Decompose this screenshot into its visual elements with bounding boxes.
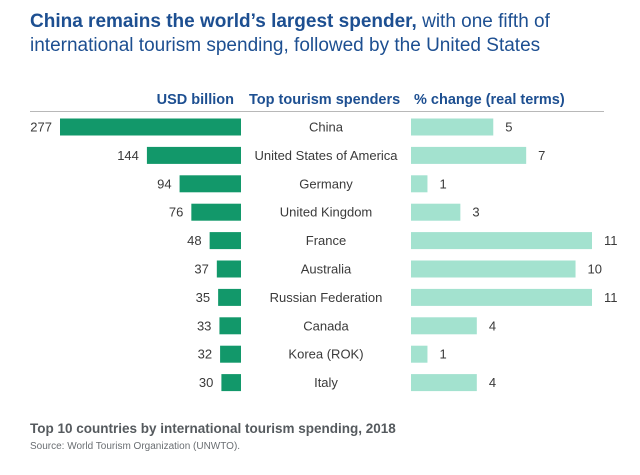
- change-value-label: 10: [588, 262, 602, 277]
- spending-bar: [216, 260, 241, 278]
- spending-value-label: 144: [117, 148, 139, 163]
- spending-value-label: 32: [198, 347, 212, 362]
- change-value-label: 11: [604, 233, 618, 248]
- spending-bar: [146, 146, 241, 164]
- header-divider: [30, 111, 604, 112]
- spending-value-label: 277: [30, 120, 52, 135]
- country-label: Korea (ROK): [288, 347, 363, 362]
- spending-value-label: 35: [196, 290, 210, 305]
- change-value-label: 3: [472, 205, 479, 220]
- spending-value-label: 94: [157, 176, 171, 191]
- change-bar: [411, 345, 428, 363]
- spending-bar: [209, 232, 241, 250]
- chart-caption: Top 10 countries by international touris…: [30, 421, 396, 436]
- spending-bar: [220, 345, 241, 363]
- country-label: Russian Federation: [270, 290, 383, 305]
- change-value-label: 1: [439, 176, 446, 191]
- change-value-label: 11: [604, 290, 618, 305]
- country-label: Canada: [303, 318, 349, 333]
- spending-value-label: 48: [187, 233, 201, 248]
- spending-value-label: 37: [194, 262, 208, 277]
- country-label: China: [309, 120, 344, 135]
- spending-bar: [191, 203, 241, 221]
- change-bar: [411, 175, 428, 193]
- column-header-country: Top tourism spenders: [249, 92, 401, 108]
- chart-title-bold: China remains the world’s largest spende…: [30, 11, 417, 32]
- change-bar: [411, 288, 592, 306]
- change-bar: [411, 146, 527, 164]
- chart-source: Source: World Tourism Organization (UNWT…: [30, 441, 241, 452]
- column-header-spending: USD billion: [156, 92, 234, 108]
- country-label: United Kingdom: [280, 205, 373, 220]
- spending-bar: [219, 317, 241, 335]
- spending-value-label: 76: [169, 205, 183, 220]
- spending-bar: [221, 374, 241, 392]
- change-value-label: 1: [439, 347, 446, 362]
- column-header-change: % change (real terms): [414, 92, 565, 108]
- change-bar: [411, 232, 592, 250]
- change-bar: [411, 118, 494, 136]
- country-label: United States of America: [254, 148, 398, 163]
- change-value-label: 7: [538, 148, 545, 163]
- spending-bar: [179, 175, 241, 193]
- change-bar: [411, 374, 477, 392]
- spending-bar: [60, 118, 241, 136]
- spending-bar: [218, 288, 241, 306]
- country-label: France: [306, 233, 346, 248]
- spending-value-label: 30: [199, 375, 213, 390]
- chart-title: China remains the world’s largest spende…: [30, 10, 630, 58]
- change-bar: [411, 317, 477, 335]
- country-label: Australia: [301, 262, 352, 277]
- change-bar: [411, 260, 576, 278]
- spending-value-label: 33: [197, 318, 211, 333]
- change-value-label: 4: [489, 375, 496, 390]
- change-value-label: 5: [505, 120, 512, 135]
- country-label: Germany: [299, 176, 353, 191]
- chart-title-rest: with one fifth of international tourism …: [30, 11, 550, 56]
- country-label: Italy: [314, 375, 338, 390]
- change-value-label: 4: [489, 318, 496, 333]
- change-bar: [411, 203, 461, 221]
